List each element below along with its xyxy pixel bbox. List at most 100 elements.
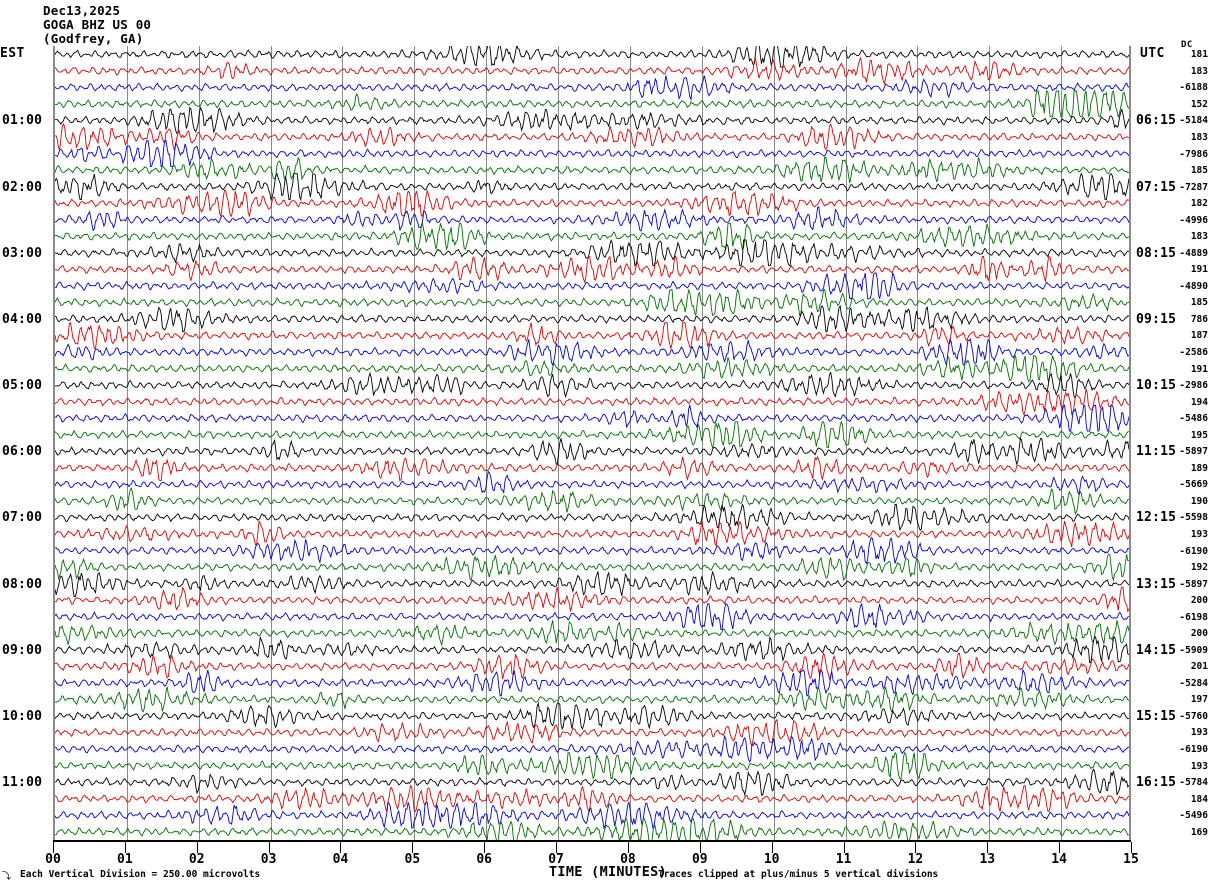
trace-0900 — [55, 635, 1129, 664]
dc-value-row-5: 183 — [1190, 131, 1208, 143]
dc-value-row-42: -6190 — [1179, 744, 1208, 756]
trace-0930 — [55, 668, 1129, 697]
trace-0145 — [55, 156, 1129, 184]
trace-0745 — [55, 553, 1129, 582]
axis-major-tick-05 — [412, 842, 414, 853]
trace-1115 — [55, 784, 1129, 813]
est-hour-label-0800: 08:00 — [2, 576, 43, 592]
dc-value-row-8: -7287 — [1179, 181, 1208, 193]
dc-value-row-29: 193 — [1190, 528, 1208, 540]
dc-value-row-44: -5784 — [1179, 777, 1208, 789]
utc-hour-label-0715: 07:15 — [1136, 179, 1177, 195]
axis-major-tick-15 — [1131, 842, 1132, 853]
trace-0630 — [55, 470, 1129, 496]
trace-canvas — [55, 46, 1129, 840]
dc-value-row-38: -5284 — [1179, 677, 1208, 689]
trace-0030 — [55, 75, 1129, 102]
trace-0200 — [55, 172, 1129, 202]
axis-label-minute-00: 00 — [45, 852, 61, 867]
trace-1045 — [55, 751, 1129, 781]
dc-value-row-24: -5897 — [1179, 446, 1208, 458]
axis-major-tick-06 — [484, 842, 486, 853]
axis-major-tick-01 — [124, 842, 126, 853]
axis-major-tick-12 — [915, 842, 917, 853]
trace-1015 — [55, 718, 1129, 747]
dc-value-row-0: 181 — [1190, 49, 1208, 61]
axis-major-tick-04 — [340, 842, 342, 853]
trace-0415 — [55, 321, 1129, 351]
trace-1100 — [55, 768, 1129, 797]
dc-value-row-18: -2586 — [1179, 347, 1208, 359]
dc-value-row-43: 193 — [1190, 760, 1208, 772]
axis-major-tick-02 — [196, 842, 198, 853]
trace-1030 — [55, 734, 1129, 763]
utc-hour-label-0615: 06:15 — [1136, 113, 1177, 129]
dc-value-row-37: 201 — [1190, 661, 1208, 673]
axis-label-minute-01: 01 — [117, 852, 133, 867]
trace-0115 — [55, 123, 1129, 152]
dc-value-row-30: -6190 — [1179, 545, 1208, 557]
dc-value-row-4: -5184 — [1179, 115, 1208, 127]
dc-value-row-11: 183 — [1190, 231, 1208, 243]
dc-value-row-34: -6198 — [1179, 611, 1208, 623]
trace-0845 — [55, 620, 1129, 647]
trace-0530 — [55, 403, 1129, 432]
dc-value-row-47: 169 — [1190, 826, 1208, 838]
dc-value-row-35: 200 — [1190, 628, 1208, 640]
utc-hour-label-1315: 13:15 — [1136, 576, 1177, 592]
trace-0100 — [55, 106, 1129, 134]
vertical-scale-note: Each Vertical Division = 250.00 microvol… — [20, 869, 261, 880]
dc-value-row-17: 187 — [1190, 330, 1208, 342]
trace-0300 — [55, 239, 1129, 268]
axis-major-tick-13 — [987, 842, 989, 853]
dc-value-row-2: -6188 — [1179, 82, 1208, 94]
trace-0130 — [55, 140, 1129, 168]
trace-0945 — [55, 686, 1129, 713]
est-hour-label-0300: 03:00 — [2, 245, 43, 261]
est-hour-label-1100: 11:00 — [2, 775, 43, 791]
dc-value-row-3: 152 — [1190, 98, 1208, 110]
trace-1130 — [55, 800, 1129, 830]
trace-1145 — [55, 818, 1129, 840]
axis-major-tick-00 — [53, 842, 54, 853]
trace-0445 — [55, 354, 1129, 383]
dc-value-row-16: 786 — [1190, 313, 1208, 325]
trace-0715 — [55, 519, 1129, 548]
dc-value-row-39: 197 — [1190, 694, 1208, 706]
trace-0315 — [55, 255, 1129, 284]
axis-label-minute-14: 14 — [1051, 852, 1067, 867]
header-location: (Godfrey, GA) — [43, 31, 144, 47]
axis-label-minute-11: 11 — [835, 852, 852, 867]
header-block: Dec13,2025 GOGA BHZ US 00 (Godfrey, GA) — [43, 3, 151, 47]
est-hour-label-0600: 06:00 — [2, 444, 43, 460]
dc-value-row-23: 195 — [1190, 429, 1208, 441]
utc-hour-label-1415: 14:15 — [1136, 642, 1177, 658]
axis-major-tick-03 — [268, 842, 270, 853]
trace-0230 — [55, 206, 1129, 232]
dc-value-row-36: -5909 — [1179, 644, 1208, 656]
dc-column-caption: DC — [1181, 40, 1193, 50]
axis-major-tick-07 — [556, 842, 558, 853]
axis-label-minute-15: 15 — [1123, 852, 1139, 867]
dc-value-row-14: -4890 — [1179, 280, 1208, 292]
dc-value-row-46: -5496 — [1179, 810, 1208, 822]
est-axis-caption: EST — [0, 46, 25, 61]
dc-value-row-45: 184 — [1190, 793, 1208, 805]
trace-0645 — [55, 487, 1129, 516]
trace-0730 — [55, 536, 1129, 565]
trace-0800 — [55, 570, 1129, 597]
dc-value-row-9: 182 — [1190, 198, 1208, 210]
seismogram-plot[interactable] — [53, 46, 1131, 840]
trace-0215 — [55, 189, 1129, 218]
dc-value-row-13: 191 — [1190, 264, 1208, 276]
dc-value-row-15: 185 — [1190, 297, 1208, 309]
x-axis-title: TIME (MINUTES) — [549, 864, 667, 880]
dc-value-row-21: 194 — [1190, 396, 1208, 408]
axis-major-tick-09 — [699, 842, 701, 853]
trace-0545 — [55, 420, 1129, 450]
trace-0615 — [55, 455, 1129, 482]
dc-value-row-31: 192 — [1190, 562, 1208, 574]
utc-hour-label-1015: 10:15 — [1136, 378, 1177, 394]
trace-0045 — [55, 89, 1129, 119]
axis-label-minute-05: 05 — [404, 852, 421, 867]
